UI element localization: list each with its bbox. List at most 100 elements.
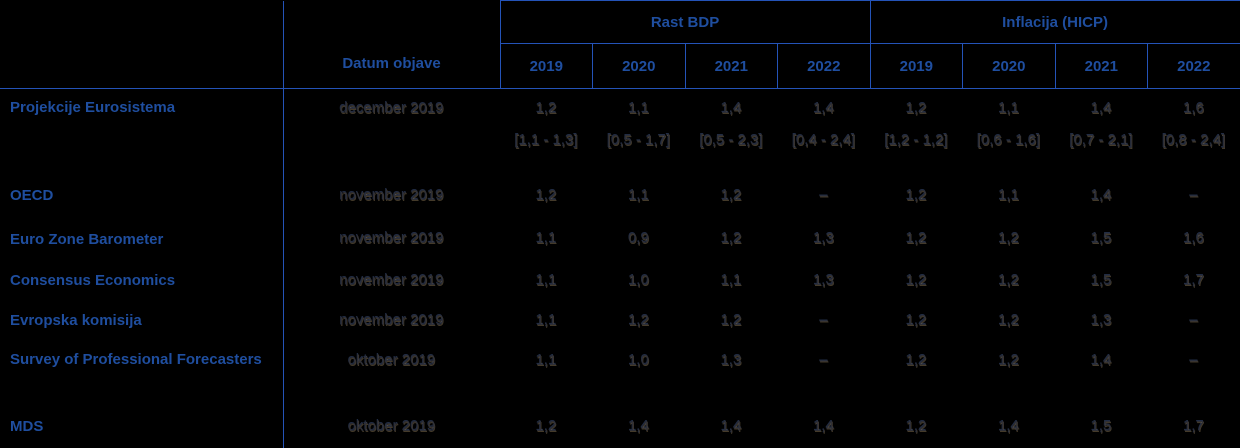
forecast-value: 1,4 bbox=[685, 405, 778, 448]
row-label: Consensus Economics bbox=[0, 260, 284, 301]
forecast-value-text: 1,4 bbox=[1090, 186, 1112, 204]
forecast-value-text: 1,0 bbox=[628, 271, 650, 289]
forecast-value: – bbox=[778, 174, 871, 218]
forecast-value: 1,0 bbox=[593, 261, 686, 301]
corner-cell bbox=[0, 0, 284, 89]
forecast-value-text: 1,4 bbox=[813, 417, 835, 435]
forecast-value: 1,1 bbox=[685, 261, 778, 301]
forecast-value: 1,1 bbox=[500, 261, 593, 301]
forecast-value: 0,9 bbox=[593, 218, 686, 261]
forecast-value: 1,1 [0,6 - 1,6] bbox=[963, 89, 1056, 174]
year-header: 2020 bbox=[592, 43, 686, 89]
forecast-value-text: 1,2 bbox=[905, 186, 927, 204]
forecast-value-text: 1,2 bbox=[998, 271, 1020, 289]
forecast-value-text: 1,2 bbox=[720, 311, 742, 329]
forecast-value-text: 1,2 bbox=[905, 271, 927, 289]
forecast-value-text: 1,2 bbox=[905, 100, 927, 117]
forecast-value: 1,4 bbox=[963, 405, 1056, 448]
forecast-value-text: 1,2 bbox=[535, 417, 557, 435]
forecast-value: – bbox=[1148, 174, 1240, 218]
forecast-value-text: 1,4 bbox=[998, 417, 1020, 435]
forecast-value: 1,2 bbox=[870, 261, 963, 301]
row-label: Projekcije Eurosistema bbox=[0, 88, 284, 174]
forecast-value: 1,2 bbox=[593, 301, 686, 341]
forecast-value-text: 1,7 bbox=[1183, 271, 1205, 289]
forecast-value: 1,5 bbox=[1055, 218, 1148, 261]
forecast-value-text: 1,2 bbox=[535, 100, 557, 117]
forecast-value-text: 1,2 bbox=[720, 186, 742, 204]
forecast-value-text: 1,1 bbox=[998, 100, 1020, 117]
forecast-value-text: 1,2 bbox=[905, 230, 927, 247]
table-row: Euro Zone Barometer november 2019 1,1 0,9 1,… bbox=[0, 217, 1240, 261]
forecast-value-text: 1,2 bbox=[998, 351, 1020, 369]
forecast-value-text: 1,5 bbox=[1090, 271, 1112, 289]
table-row: MDS oktober 2019 1,2 1,4 1,4 1,4 1,2 1,4 1,5 1,7 bbox=[0, 404, 1240, 448]
forecast-value-text: 1,6 bbox=[1183, 100, 1205, 117]
row-label: Euro Zone Barometer bbox=[0, 217, 284, 261]
forecast-value-text: 1,4 bbox=[1090, 351, 1112, 369]
forecast-value: 1,3 bbox=[685, 341, 778, 405]
forecast-value: 1,2 bbox=[685, 218, 778, 261]
forecast-value-text: 1,1 bbox=[535, 311, 557, 329]
forecast-value-text: 0,9 bbox=[628, 230, 650, 247]
forecast-value: 1,4 [0,7 - 2,1] bbox=[1055, 89, 1148, 174]
forecast-value-text: 1,5 bbox=[1090, 230, 1112, 247]
forecast-value: 1,2 bbox=[963, 218, 1056, 261]
year-header: 2022 bbox=[777, 43, 871, 89]
year-header: 2019 bbox=[869, 43, 964, 89]
forecast-value: 1,3 bbox=[778, 218, 871, 261]
forecast-value: 1,1 bbox=[500, 301, 593, 341]
forecast-value: 1,2 bbox=[870, 218, 963, 261]
year-header: 2021 bbox=[684, 43, 778, 89]
forecast-value-text: 1,1 bbox=[535, 351, 557, 369]
forecast-value-text: 1,2 bbox=[905, 311, 927, 329]
forecast-value: 1,2 bbox=[870, 301, 963, 341]
forecast-value: 1,1 bbox=[963, 174, 1056, 218]
publication-date: november 2019 bbox=[339, 230, 444, 247]
row-label: Evropska komisija bbox=[0, 300, 284, 341]
forecast-value-text: 1,2 bbox=[998, 230, 1020, 247]
row-label: MDS bbox=[0, 404, 284, 448]
forecast-value-text: 1,4 bbox=[720, 100, 742, 117]
forecast-value-text: 1,5 bbox=[1090, 417, 1112, 435]
year-header: 2019 bbox=[499, 43, 593, 89]
year-header: 2022 bbox=[1147, 43, 1240, 89]
forecast-value-text: – bbox=[819, 351, 828, 369]
forecast-value: 1,2 bbox=[870, 174, 963, 218]
forecast-value: 1,2 bbox=[963, 261, 1056, 301]
forecast-value: – bbox=[1148, 301, 1240, 341]
forecast-value: 1,1 bbox=[500, 218, 593, 261]
forecast-value-text: – bbox=[1189, 351, 1198, 369]
forecast-value: 1,2 bbox=[870, 341, 963, 405]
row-label: OECD bbox=[0, 173, 284, 218]
forecast-value: 1,5 bbox=[1055, 405, 1148, 448]
forecast-value-text: 1,2 bbox=[535, 186, 557, 204]
forecast-value: 1,1 [0,5 - 1,7] bbox=[593, 89, 686, 174]
forecast-value: 1,2 bbox=[685, 174, 778, 218]
forecast-value: – bbox=[1148, 341, 1240, 405]
forecast-value: 1,2 bbox=[685, 301, 778, 341]
forecast-value-text: – bbox=[819, 311, 828, 329]
forecast-range: [1,1 - 1,3] bbox=[514, 132, 578, 149]
forecast-value-text: 1,1 bbox=[628, 186, 650, 204]
forecast-value-text: 1,3 bbox=[720, 351, 742, 369]
forecast-value: – bbox=[778, 341, 871, 405]
forecast-range: [1,2 - 1,2] bbox=[884, 132, 948, 149]
forecast-value-text: 1,2 bbox=[905, 351, 927, 369]
publication-date: oktober 2019 bbox=[347, 351, 436, 369]
forecast-value: 1,1 bbox=[500, 341, 593, 405]
table-row: Consensus Economics november 2019 1,1 1,0 1,… bbox=[0, 260, 1240, 301]
forecast-value-text: 1,1 bbox=[998, 186, 1020, 204]
forecast-value: 1,7 bbox=[1148, 261, 1240, 301]
table-row: Evropska komisija november 2019 1,1 1,2 1,2 –… bbox=[0, 300, 1240, 341]
forecast-value: 1,2 [1,2 - 1,2] bbox=[870, 89, 963, 174]
publication-date: november 2019 bbox=[339, 311, 444, 329]
forecast-value-text: – bbox=[1189, 311, 1198, 329]
table-row: Survey of Professional Forecasters oktobe… bbox=[0, 340, 1240, 405]
forecast-value-text: 1,1 bbox=[628, 100, 650, 117]
forecast-range: [0,4 - 2,4] bbox=[792, 132, 856, 149]
forecast-value-text: 1,3 bbox=[813, 271, 835, 289]
forecast-value-text: 1,1 bbox=[535, 230, 557, 247]
